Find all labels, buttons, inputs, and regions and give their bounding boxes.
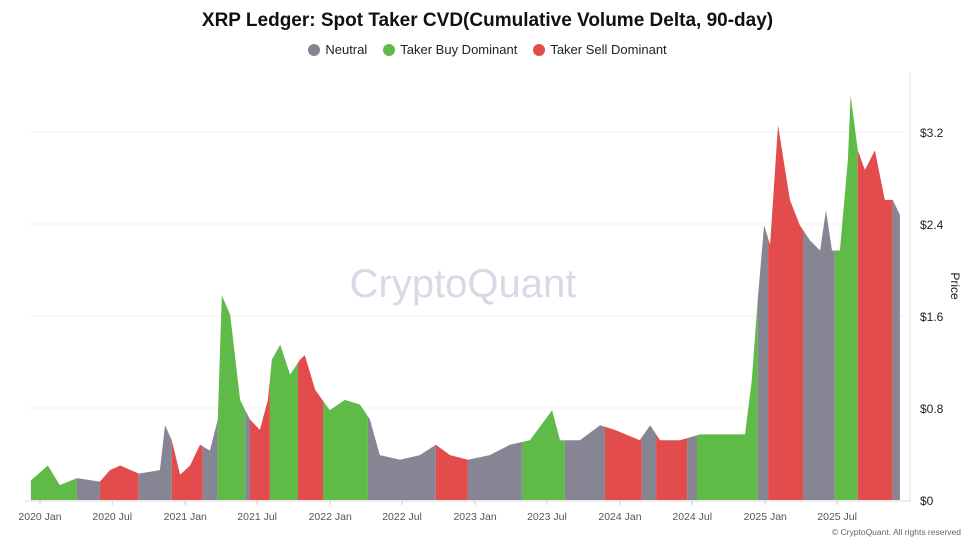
x-tick-label: 2025 Jul	[817, 511, 857, 523]
legend-item-sell[interactable]: Taker Sell Dominant	[533, 42, 667, 57]
regime-area-sell	[604, 426, 642, 500]
regime-area-buy	[269, 344, 298, 500]
watermark-logo: CryptoQuant	[350, 262, 577, 306]
legend-swatch	[533, 43, 546, 56]
regime-area-buy	[217, 295, 246, 500]
regime-area-neutral	[467, 442, 522, 500]
legend-swatch	[308, 43, 321, 56]
legend-label: Neutral	[325, 42, 368, 57]
x-tick-label: 2022 Jan	[309, 511, 352, 523]
x-tick-label: 2022 Jul	[382, 511, 422, 523]
legend-label: Taker Sell Dominant	[550, 42, 667, 57]
regime-area-sell	[435, 444, 468, 500]
legend-swatch	[383, 43, 396, 56]
x-tick-label: 2020 Jan	[18, 511, 61, 523]
x-tick-label: 2021 Jan	[164, 511, 207, 523]
regime-area-neutral	[76, 478, 100, 500]
x-tick-label: 2020 Jul	[92, 511, 132, 523]
x-tick-label: 2023 Jan	[453, 511, 496, 523]
regime-area-neutral	[641, 425, 657, 500]
regime-area-sell	[768, 125, 803, 500]
copyright: © CryptoQuant. All rights reserved	[831, 527, 961, 537]
regime-area-sell	[656, 434, 688, 500]
regime-area-sell	[99, 465, 139, 500]
legend-label: Taker Buy Dominant	[400, 42, 518, 57]
regime-area-buy	[323, 399, 368, 500]
x-tick-label: 2023 Jul	[527, 511, 567, 523]
legend-item-buy[interactable]: Taker Buy Dominant	[383, 42, 517, 57]
legend: Neutral Taker Buy Dominant Taker Sell Do…	[0, 42, 975, 57]
regime-area-buy	[30, 465, 77, 500]
x-tick-label: 2025 Jan	[744, 511, 787, 523]
regime-area-sell	[298, 355, 323, 500]
regime-area-sell	[171, 440, 203, 500]
y-tick-label: $0	[920, 494, 934, 508]
regime-area-buy	[697, 299, 758, 500]
chart-title: XRP Ledger: Spot Taker CVD(Cumulative Vo…	[201, 10, 774, 31]
regime-area-neutral	[202, 419, 218, 500]
x-tick-label: 2024 Jan	[598, 511, 641, 523]
x-tick-label: 2021 Jul	[237, 511, 277, 523]
regime-area-sell	[250, 379, 270, 500]
regime-area-neutral	[367, 416, 436, 500]
y-tick-label: $3.2	[920, 126, 944, 140]
regime-area-neutral	[564, 425, 605, 500]
regime-area-neutral	[803, 210, 835, 500]
regime-area-sell	[857, 150, 893, 500]
y-tick-label: $2.4	[920, 218, 944, 232]
regime-area-neutral	[138, 425, 172, 500]
regime-area-neutral	[892, 199, 900, 500]
regime-area-neutral	[245, 410, 250, 500]
y-axis-label: Price	[948, 272, 962, 300]
y-tick-label: $1.6	[920, 310, 944, 324]
legend-item-neutral[interactable]: Neutral	[308, 42, 367, 57]
regime-area-buy	[521, 410, 565, 500]
y-tick-label: $0.8	[920, 402, 944, 416]
x-tick-label: 2024 Jul	[672, 511, 712, 523]
regime-area-buy	[834, 95, 858, 500]
regime-area-neutral	[687, 435, 697, 500]
regime-area-neutral	[757, 225, 769, 500]
